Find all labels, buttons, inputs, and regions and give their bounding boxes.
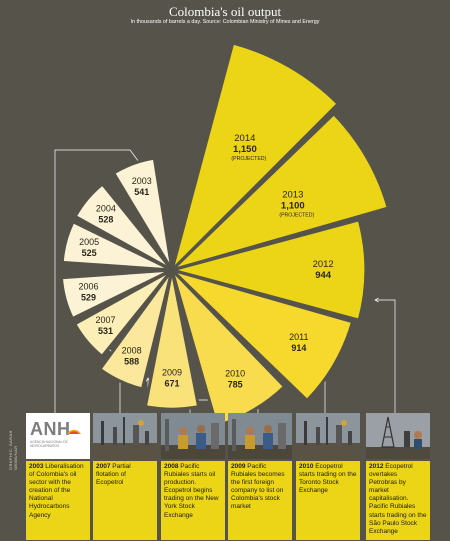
event-year: 2009: [231, 463, 246, 470]
connector-line: [375, 299, 396, 413]
event-year: 2003: [29, 463, 44, 470]
anh-logo-letters: ANH: [30, 419, 71, 439]
connector-line: [54, 149, 146, 413]
event-description: Partial flotation of Ecopetrol: [96, 463, 131, 487]
event-year: 2007: [96, 463, 111, 470]
wedge-2004: [73, 181, 174, 272]
chart-subtitle: In thousands of barrels a day. Source: C…: [130, 19, 320, 25]
event-card-2010: 2010 Ecopetrol starts trading on the Tor…: [296, 413, 360, 540]
wedge-note-label: (PROJECTED): [231, 156, 266, 162]
chart-title: Colombia's oil output: [168, 4, 282, 19]
wedge-year-label: 2008: [122, 346, 142, 356]
event-description: Ecopetrol starts trading on the Toronto …: [299, 463, 357, 495]
wedge-2014: [169, 41, 341, 276]
wedge-value-label: 671: [164, 379, 179, 389]
event-text: 2010 Ecopetrol starts trading on the Tor…: [296, 461, 360, 540]
event-text: 2008 Pacific Rubiales starts oil product…: [161, 461, 225, 540]
event-card-2003: ANH AGENCIA NACIONAL DE HIDROCARBUROS 2003…: [26, 413, 90, 540]
event-description: Pacific Rubiales starts oil production. …: [164, 463, 219, 519]
event-year: 2010: [299, 463, 314, 470]
wedge-2009: [143, 269, 201, 411]
event-card-2008: 2008 Pacific Rubiales starts oil product…: [161, 413, 225, 540]
wedges: [59, 41, 391, 428]
event-text: 2003 Liberalisation of Colombia's oil se…: [26, 461, 90, 540]
connector-arrowhead: [374, 297, 379, 303]
wedge-value-label: 525: [82, 248, 97, 258]
wedge-2012: [166, 218, 368, 322]
wedge-value-label: 944: [315, 270, 332, 281]
event-description: Pacific Rubiales becomes the first forei…: [231, 463, 285, 511]
wedge-2008: [97, 269, 174, 391]
wedge-2005: [60, 219, 173, 272]
wedge-year-label: 2004: [96, 204, 116, 214]
wedge-value-label: 914: [291, 343, 306, 353]
event-card-2009: 2009 Pacific Rubiales becomes the first …: [228, 413, 292, 540]
wedge-year-label: 2011: [289, 332, 308, 342]
wedge-2006: [59, 268, 173, 321]
event-text: 2007 Partial flotation of Ecopetrol: [93, 461, 157, 540]
rig-photo: [366, 413, 430, 459]
wedge-value-label: 531: [98, 326, 113, 336]
wedge-note-label: (PROJECTED): [279, 212, 314, 218]
event-description: Liberalisation of Colombia's oil sector …: [29, 463, 84, 519]
workers-photo: [228, 413, 292, 459]
wedge-value-label: 1,100: [281, 200, 305, 211]
anh-logo: ANH AGENCIA NACIONAL DE HIDROCARBUROS: [26, 413, 90, 459]
wedge-value-label: 1,150: [233, 144, 257, 155]
event-year: 2012: [369, 463, 384, 470]
wedge-value-label: 541: [134, 187, 149, 197]
wedge-year-label: 2013: [282, 189, 303, 200]
sun-icon: [67, 429, 81, 434]
wedge-2011: [170, 268, 355, 403]
event-card-2012: 2012 Ecopetrol overtakes Petrobras by ma…: [366, 413, 430, 540]
wedge-value-label: 785: [228, 379, 243, 389]
event-year: 2008: [164, 463, 179, 470]
refinery-photo: [296, 413, 360, 459]
event-description: Ecopetrol overtakes Petrobras by market …: [369, 463, 427, 535]
wedge-year-label: 2012: [313, 259, 334, 270]
wedge-year-label: 2006: [79, 281, 99, 291]
workers-photo: [161, 413, 225, 459]
event-text: 2009 Pacific Rubiales becomes the first …: [228, 461, 292, 540]
wedge-year-label: 2009: [162, 368, 182, 378]
wedge-2003: [111, 156, 174, 271]
anh-logo-caption: AGENCIA NACIONAL DE HIDROCARBUROS: [30, 440, 68, 448]
event-card-2007: 2007 Partial flotation of Ecopetrol: [93, 413, 157, 540]
wedge-year-label: 2007: [96, 315, 116, 325]
event-text: 2012 Ecopetrol overtakes Petrobras by ma…: [366, 461, 430, 540]
wedge-year-label: 2003: [132, 176, 152, 186]
wedge-year-label: 2010: [225, 368, 245, 378]
wedge-value-label: 588: [124, 357, 139, 367]
wedge-value-label: 528: [98, 215, 113, 225]
refinery-photo: [93, 413, 157, 459]
wedge-2007: [72, 268, 174, 359]
wedge-year-label: 2005: [79, 237, 99, 247]
wedge-value-label: 529: [81, 292, 96, 302]
wedge-year-label: 2014: [234, 133, 255, 144]
wedge-2013: [170, 111, 391, 272]
